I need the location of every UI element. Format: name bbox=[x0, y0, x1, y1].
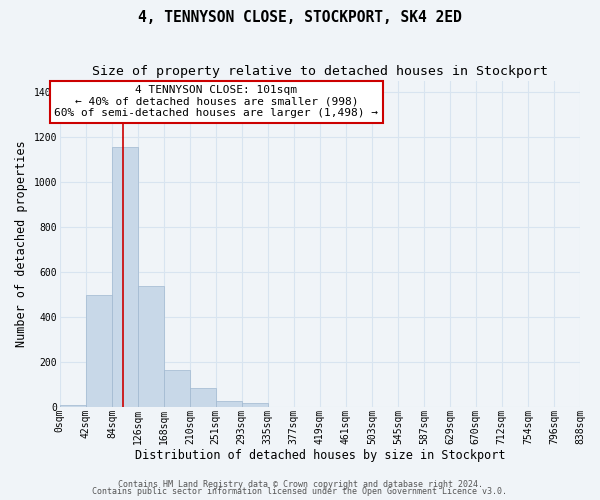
Bar bbox=[112, 147, 138, 407]
Bar bbox=[138, 286, 164, 408]
Bar bbox=[86, 294, 112, 408]
Title: Size of property relative to detached houses in Stockport: Size of property relative to detached ho… bbox=[92, 65, 548, 78]
X-axis label: Distribution of detached houses by size in Stockport: Distribution of detached houses by size … bbox=[134, 450, 505, 462]
Bar bbox=[242, 403, 268, 407]
Text: Contains public sector information licensed under the Open Government Licence v3: Contains public sector information licen… bbox=[92, 487, 508, 496]
Bar bbox=[60, 405, 86, 407]
Bar bbox=[190, 388, 215, 407]
Bar bbox=[164, 370, 190, 408]
Text: Contains HM Land Registry data © Crown copyright and database right 2024.: Contains HM Land Registry data © Crown c… bbox=[118, 480, 482, 489]
Y-axis label: Number of detached properties: Number of detached properties bbox=[15, 140, 28, 347]
Text: 4, TENNYSON CLOSE, STOCKPORT, SK4 2ED: 4, TENNYSON CLOSE, STOCKPORT, SK4 2ED bbox=[138, 10, 462, 25]
Text: 4 TENNYSON CLOSE: 101sqm
← 40% of detached houses are smaller (998)
60% of semi-: 4 TENNYSON CLOSE: 101sqm ← 40% of detach… bbox=[54, 85, 378, 118]
Bar bbox=[215, 400, 242, 407]
